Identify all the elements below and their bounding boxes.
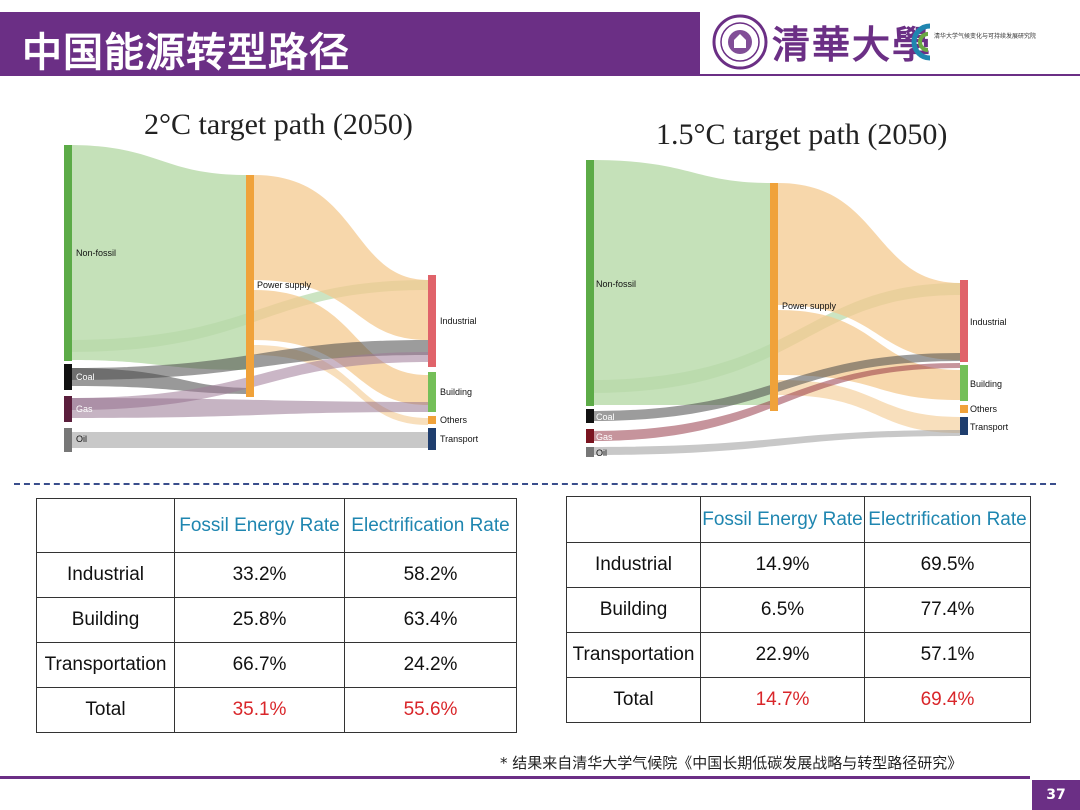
- institute-logo-text: 清华大学气候变化与可持续发展研究院: [934, 33, 1037, 40]
- row-label: Transportation: [36, 642, 175, 688]
- label-others: Others: [970, 404, 998, 414]
- tsinghua-seal-logo: [712, 14, 768, 70]
- node-transport: [428, 428, 436, 450]
- node-non-fossil: [586, 160, 594, 406]
- table-corner: [36, 498, 175, 553]
- label-building: Building: [970, 379, 1002, 389]
- header-fossil-rate: Fossil Energy Rate: [174, 498, 345, 553]
- electrification-rate-cell: 77.4%: [864, 587, 1031, 633]
- node-building: [960, 365, 968, 401]
- sankey-right: Non-fossil Coal Gas Oil Power supply Ind…: [586, 160, 1009, 458]
- table-2c: Fossil Energy Rate Electrification Rate …: [36, 498, 517, 733]
- fossil-rate-cell: 33.2%: [174, 552, 345, 598]
- header-rule: [700, 74, 1080, 76]
- node-transport: [960, 417, 968, 435]
- electrification-rate-cell: 63.4%: [344, 597, 517, 643]
- node-coal: [64, 364, 72, 390]
- table-row: Transportation 22.9% 57.1%: [566, 632, 1031, 678]
- label-transport: Transport: [440, 434, 479, 444]
- node-oil: [64, 428, 72, 452]
- sankey-left: Non-fossil Coal Gas Oil Power supply Ind…: [64, 145, 479, 452]
- row-label: Total: [566, 677, 701, 723]
- fossil-rate-total: 14.7%: [700, 677, 865, 723]
- row-label: Building: [36, 597, 175, 643]
- fossil-rate-cell: 25.8%: [174, 597, 345, 643]
- header-bar: 中国能源转型路径: [0, 12, 700, 76]
- row-label: Transportation: [566, 632, 701, 678]
- table-row: Transportation 66.7% 24.2%: [36, 642, 517, 688]
- node-industrial: [428, 275, 436, 367]
- node-non-fossil: [64, 145, 72, 361]
- label-coal: Coal: [76, 372, 95, 382]
- fossil-rate-cell: 22.9%: [700, 632, 865, 678]
- row-label: Industrial: [36, 552, 175, 598]
- source-footnote: * 结果来自清华大学气候院《中国长期低碳发展战略与转型路径研究》: [500, 754, 963, 772]
- electrification-rate-cell: 57.1%: [864, 632, 1031, 678]
- node-others: [428, 416, 436, 424]
- label-non-fossil: Non-fossil: [596, 279, 636, 289]
- dashed-separator: [14, 483, 1056, 485]
- label-oil: Oil: [596, 448, 607, 458]
- table-row: Building 25.8% 63.4%: [36, 597, 517, 643]
- label-power-supply: Power supply: [257, 280, 312, 290]
- table-row: Industrial 33.2% 58.2%: [36, 552, 517, 598]
- table-corner: [566, 496, 701, 543]
- node-others: [960, 405, 968, 413]
- label-others: Others: [440, 415, 468, 425]
- sankey-right-title: 1.5°C target path (2050): [656, 118, 948, 151]
- table-row: Industrial 14.9% 69.5%: [566, 542, 1031, 588]
- node-power-supply: [770, 183, 778, 411]
- row-label: Industrial: [566, 542, 701, 588]
- node-coal: [586, 409, 594, 423]
- tsinghua-logo-text: 清華大學: [772, 22, 933, 67]
- header-electrification-rate: Electrification Rate: [864, 496, 1031, 543]
- institute-logo: [911, 23, 931, 61]
- table-row-total: Total 35.1% 55.6%: [36, 687, 517, 733]
- fossil-rate-cell: 66.7%: [174, 642, 345, 688]
- node-gas: [64, 396, 72, 422]
- header-electrification-rate: Electrification Rate: [344, 498, 517, 553]
- table-row: Building 6.5% 77.4%: [566, 587, 1031, 633]
- row-label: Building: [566, 587, 701, 633]
- label-power-supply: Power supply: [782, 301, 837, 311]
- label-building: Building: [440, 387, 472, 397]
- node-building: [428, 372, 436, 412]
- electrification-rate-total: 69.4%: [864, 677, 1031, 723]
- node-power-supply: [246, 175, 254, 397]
- label-coal: Coal: [596, 412, 615, 422]
- label-gas: Gas: [76, 404, 93, 414]
- label-non-fossil: Non-fossil: [76, 248, 116, 258]
- table-1-5c: Fossil Energy Rate Electrification Rate …: [566, 496, 1031, 723]
- table-row-total: Total 14.7% 69.4%: [566, 677, 1031, 723]
- header-fossil-rate: Fossil Energy Rate: [700, 496, 865, 543]
- electrification-rate-cell: 69.5%: [864, 542, 1031, 588]
- row-label: Total: [36, 687, 175, 733]
- fossil-rate-cell: 14.9%: [700, 542, 865, 588]
- page-number: 37: [1032, 780, 1080, 810]
- label-industrial: Industrial: [440, 316, 477, 326]
- electrification-rate-total: 55.6%: [344, 687, 517, 733]
- label-oil: Oil: [76, 434, 87, 444]
- node-oil: [586, 447, 594, 457]
- node-gas: [586, 429, 594, 443]
- fossil-rate-total: 35.1%: [174, 687, 345, 733]
- label-gas: Gas: [596, 432, 613, 442]
- node-industrial: [960, 280, 968, 362]
- page-title: 中国能源转型路径: [22, 30, 350, 76]
- label-industrial: Industrial: [970, 317, 1007, 327]
- footer-rule: [0, 776, 1030, 779]
- electrification-rate-cell: 24.2%: [344, 642, 517, 688]
- sankey-left-title: 2°C target path (2050): [144, 108, 413, 141]
- fossil-rate-cell: 6.5%: [700, 587, 865, 633]
- label-transport: Transport: [970, 422, 1009, 432]
- electrification-rate-cell: 58.2%: [344, 552, 517, 598]
